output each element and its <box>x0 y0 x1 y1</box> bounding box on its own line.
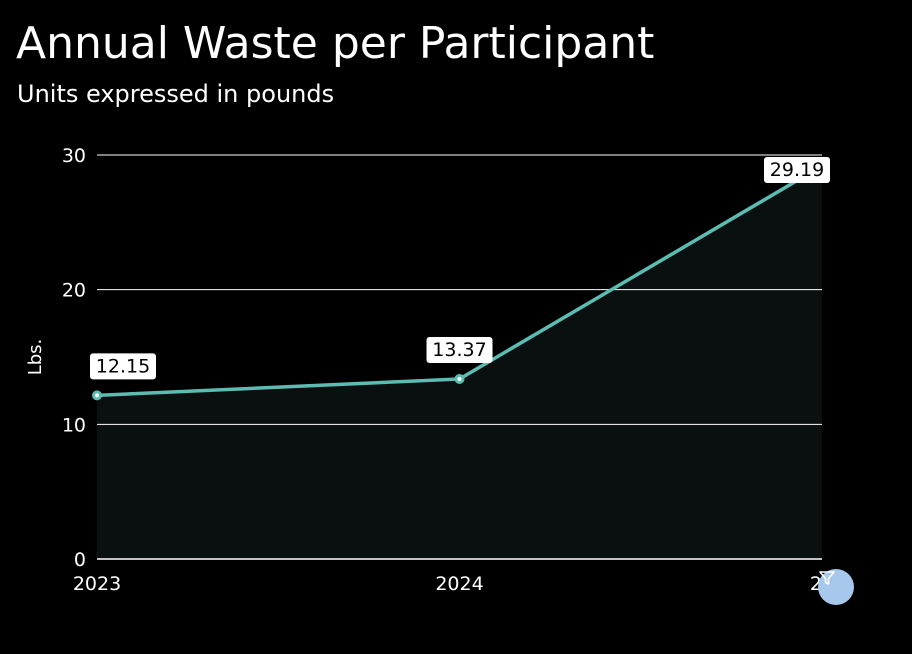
y-axis-title: Lbs. <box>25 339 46 376</box>
y-tick-label: 10 <box>62 414 86 436</box>
y-tick-label: 0 <box>74 549 86 571</box>
data-label-box <box>426 336 493 363</box>
y-tick-label: 30 <box>62 145 86 167</box>
data-label: 12.15 <box>96 355 150 377</box>
area-fill <box>97 165 822 559</box>
filter-icon <box>819 571 835 585</box>
data-point-center <box>457 376 462 381</box>
x-tick-label: 2023 <box>73 573 121 595</box>
data-label: 13.37 <box>432 339 486 361</box>
data-label-box <box>764 157 830 183</box>
chart-title: Annual Waste per Participant <box>16 18 655 69</box>
filter-button[interactable] <box>818 569 854 605</box>
chart-subtitle: Units expressed in pounds <box>17 80 335 108</box>
data-label: 29.19 <box>770 159 824 181</box>
data-label-box <box>90 353 156 380</box>
y-tick-label: 20 <box>62 280 86 302</box>
x-tick-label: 2024 <box>435 573 483 595</box>
data-point-center <box>95 393 99 398</box>
